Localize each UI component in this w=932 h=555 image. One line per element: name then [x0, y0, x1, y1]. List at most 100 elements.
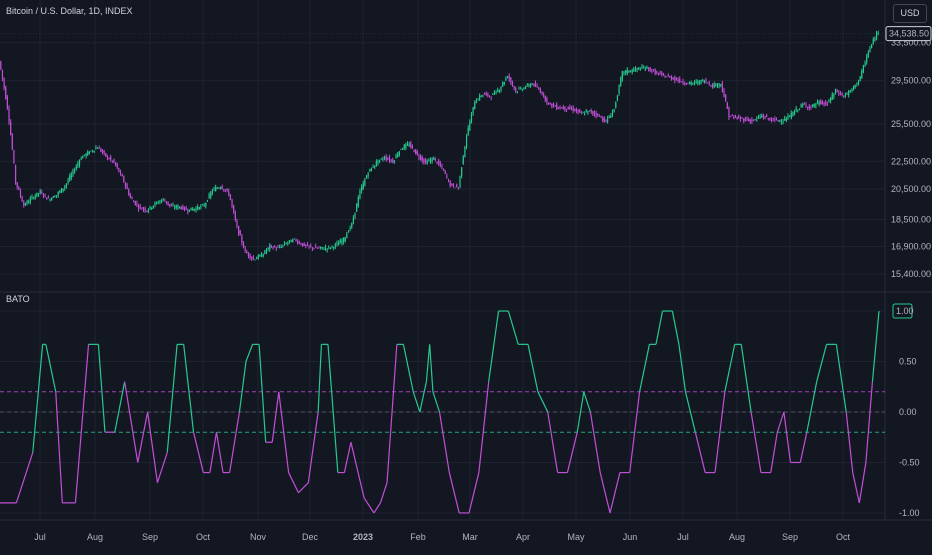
candle-body — [852, 85, 855, 90]
candle-body — [193, 208, 195, 210]
osc-segment — [468, 472, 480, 514]
candle-body — [219, 187, 222, 189]
candle-body — [411, 145, 414, 148]
osc-tick-label: 0.00 — [899, 407, 917, 417]
candle-body — [570, 108, 573, 110]
candle-body — [793, 111, 796, 115]
candle-body — [752, 119, 755, 121]
candle-body — [234, 213, 236, 220]
x-tick-label: Feb — [410, 532, 426, 542]
candle-body — [275, 248, 277, 250]
candle-body — [738, 116, 740, 118]
candle-body — [746, 118, 748, 120]
candle-body — [280, 246, 282, 248]
candle-body — [416, 151, 418, 155]
candle-body — [137, 206, 140, 209]
candle-body — [716, 84, 719, 87]
candle-body — [74, 170, 76, 173]
osc-segment — [684, 391, 696, 433]
candle-body — [744, 118, 746, 121]
candle-body — [356, 203, 358, 212]
candle-body — [666, 76, 668, 78]
candle-body — [59, 190, 61, 193]
osc-segment — [799, 432, 808, 463]
candle-body — [441, 165, 443, 167]
candle-body — [551, 103, 553, 107]
candle-body — [549, 102, 551, 104]
candle-body — [175, 205, 177, 208]
candle-body — [769, 118, 771, 120]
candle-body — [203, 205, 205, 207]
x-tick-label: Aug — [729, 532, 745, 542]
candle-body — [254, 259, 256, 261]
candle-body — [492, 93, 494, 95]
candle-body — [536, 85, 538, 87]
candle-body — [151, 207, 153, 210]
candle-body — [697, 81, 699, 83]
x-tick-label: Aug — [87, 532, 103, 542]
osc-segment — [740, 344, 752, 413]
osc-segment — [74, 344, 90, 503]
currency-button[interactable]: USD — [893, 4, 927, 23]
candle-body — [288, 240, 291, 242]
candle-body — [78, 160, 81, 165]
candle-body — [1, 69, 4, 79]
candle-body — [615, 102, 617, 108]
candle-body — [364, 179, 366, 186]
candle-body — [434, 157, 437, 160]
candle-body — [108, 158, 110, 160]
candle-body — [392, 160, 394, 163]
candle-body — [600, 116, 602, 117]
candle-body — [344, 237, 346, 242]
candle-body — [634, 68, 637, 70]
candle-body — [279, 246, 281, 248]
osc-segment — [317, 344, 323, 413]
candle-body — [16, 182, 18, 187]
candle-body — [451, 183, 453, 186]
candle-body — [75, 166, 77, 169]
candle-body — [487, 93, 489, 96]
candle-body — [628, 70, 630, 72]
candle-body — [51, 198, 53, 200]
candle-body — [816, 101, 819, 104]
candle-body — [421, 157, 423, 161]
candle-body — [316, 247, 318, 249]
candle-body — [242, 243, 245, 248]
candle-body — [741, 117, 743, 119]
candle-body — [482, 94, 484, 96]
candle-body — [554, 105, 556, 107]
candle-body — [457, 187, 459, 189]
candle-body — [687, 82, 689, 84]
candle-body — [680, 81, 682, 83]
candle-body — [329, 247, 332, 249]
candle-body — [260, 254, 263, 257]
osc-segment — [858, 462, 867, 503]
osc-segment — [547, 411, 559, 473]
candle-body — [779, 120, 781, 121]
candle-body — [485, 93, 487, 95]
candle-body — [526, 84, 528, 86]
candle-body — [731, 115, 733, 116]
candle-body — [777, 120, 779, 122]
candle-body — [500, 86, 502, 90]
candle-body — [285, 243, 287, 245]
osc-segment — [507, 310, 519, 345]
candle-body — [315, 246, 317, 248]
candle-body — [239, 230, 241, 236]
candle-body — [5, 87, 7, 99]
osc-segment — [694, 432, 706, 473]
candle-body — [757, 117, 760, 118]
candle-body — [782, 121, 784, 123]
indicator-title: BATO — [6, 294, 30, 304]
candle-body — [797, 109, 799, 111]
candle-body — [684, 83, 686, 85]
candle-body — [388, 157, 391, 161]
osc-segment — [852, 472, 860, 503]
candle-body — [626, 69, 628, 74]
candle-body — [300, 243, 302, 245]
candle-body — [520, 87, 522, 89]
candle-body — [197, 206, 199, 209]
osc-segment — [576, 391, 585, 433]
candle-body — [93, 150, 95, 152]
